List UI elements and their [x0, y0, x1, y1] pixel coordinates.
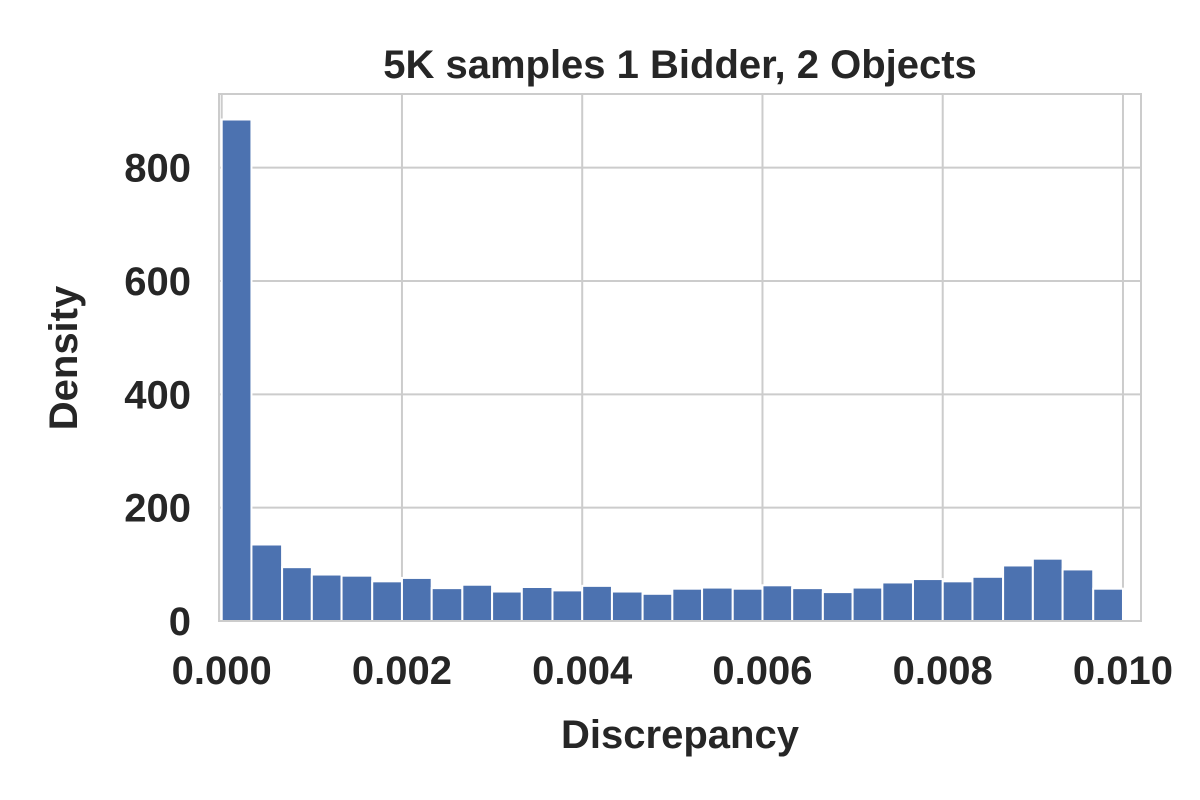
histogram-bar — [581, 584, 613, 622]
histogram-bar — [731, 587, 764, 623]
histogram-bar — [610, 590, 644, 622]
histogram-bar — [551, 589, 584, 623]
histogram-bar — [281, 566, 313, 623]
y-tick-label: 400 — [124, 373, 191, 417]
y-tick-label: 600 — [124, 260, 191, 304]
histogram-bar — [430, 587, 464, 623]
histogram-bar — [520, 586, 554, 622]
y-axis-label: Density — [42, 285, 86, 430]
histogram-bar — [250, 543, 284, 622]
histogram-bar — [671, 587, 704, 623]
histogram-bar — [701, 586, 734, 622]
y-tick-labels: 0 200 400 600 800 — [124, 147, 191, 644]
histogram-bar — [821, 591, 854, 622]
chart-title: 5K samples 1 Bidder, 2 Objects — [383, 43, 977, 87]
histogram-bar — [881, 581, 914, 623]
histogram-bar — [220, 118, 253, 622]
histogram-bar — [641, 592, 674, 622]
histogram-bar — [971, 575, 1005, 622]
histogram-bar — [1061, 568, 1095, 623]
x-tick-label: 0.008 — [893, 649, 993, 693]
histogram-bar — [1092, 587, 1124, 623]
histogram-bar — [1002, 564, 1034, 623]
x-tick-label: 0.006 — [712, 649, 812, 693]
histogram-bar — [1031, 557, 1064, 623]
histogram-bar — [310, 573, 343, 622]
grid-layer — [219, 94, 1141, 621]
histogram-bar — [851, 586, 884, 622]
histogram-bar — [941, 580, 974, 622]
y-tick-label: 200 — [124, 487, 191, 531]
histogram-bar — [400, 576, 433, 623]
y-tick-label: 0 — [169, 600, 191, 644]
histogram-bar — [491, 590, 523, 622]
histogram-bar — [461, 583, 494, 623]
histogram-bar — [761, 584, 794, 622]
x-tick-label: 0.004 — [532, 649, 633, 693]
plot-frame — [218, 93, 1142, 622]
histogram-bar — [791, 587, 824, 623]
histogram-bar — [911, 578, 944, 622]
x-tick-label: 0.010 — [1073, 649, 1173, 693]
x-tick-label: 0.000 — [172, 649, 272, 693]
histogram-bar — [340, 574, 374, 623]
x-tick-label: 0.002 — [352, 649, 452, 693]
bars-layer — [220, 118, 1124, 623]
histogram-bar — [371, 580, 403, 622]
x-tick-labels: 0.000 0.002 0.004 0.006 0.008 0.010 — [172, 649, 1173, 693]
x-axis-label: Discrepancy — [561, 713, 800, 757]
y-tick-label: 800 — [124, 147, 191, 191]
